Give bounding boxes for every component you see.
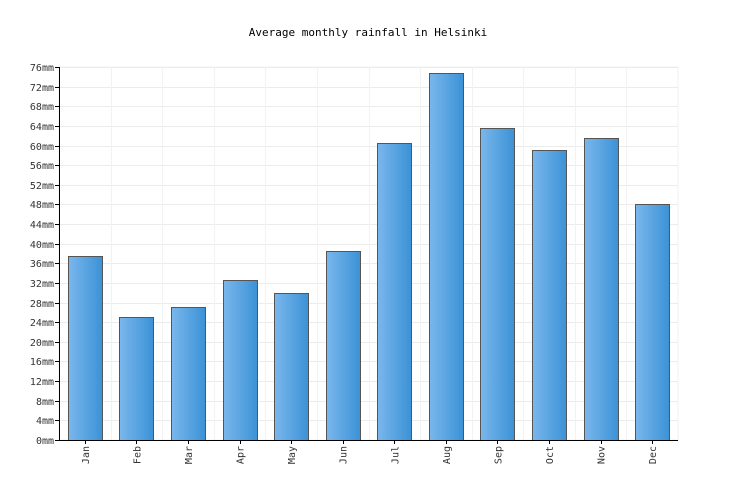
y-tick-label: 0mm [36,436,54,447]
bar-feb [119,317,154,441]
bar-mar [171,307,206,441]
y-tick-label: 56mm [30,161,54,172]
x-tick-label-jan: Jan [81,446,92,464]
y-tick-label: 8mm [36,397,54,408]
y-tick-label: 64mm [30,122,54,133]
x-tick-label-sep: Sep [493,446,504,464]
bar-apr [223,280,258,441]
y-tick-label: 68mm [30,102,54,113]
x-tick-label-oct: Oct [545,446,556,464]
bar-dec [635,204,670,441]
y-tick-label: 40mm [30,240,54,251]
x-tick-label-jun: Jun [339,446,350,464]
grid-layer [58,66,679,441]
y-tick-label: 48mm [30,200,54,211]
bar-sep [480,128,515,441]
y-tick-label: 52mm [30,181,54,192]
x-tick-label-mar: Mar [184,446,195,464]
x-axis-labels: Jan Feb Mar Apr May Jun Jul Aug Sep Oct Nov Dec [81,446,659,464]
x-tick-label-aug: Aug [442,446,453,464]
y-tick-label: 16mm [30,357,54,368]
y-tick-label: 60mm [30,142,54,153]
x-tick-label-dec: Dec [648,446,659,464]
y-tick-label: 44mm [30,220,54,231]
chart-title: Average monthly rainfall in Helsinki [248,26,488,39]
bar-may [274,293,309,441]
x-tick-label-apr: Apr [236,446,247,464]
bar-jun [326,251,361,441]
y-tick-label: 76mm [30,63,54,74]
x-tick-label-may: May [287,446,298,464]
bar-jul [377,143,412,441]
y-tick-label: 36mm [30,259,54,270]
y-axis-labels: 0mm 4mm 8mm 12mm 16mm 20mm 24mm 28mm 32mm 36mm 40m… [30,63,54,447]
bar-nov [584,138,619,441]
bar-oct [532,150,567,441]
bars-layer [68,73,670,441]
x-tick-label-nov: Nov [597,446,608,464]
x-tick-label-feb: Feb [132,446,143,464]
y-tick-label: 12mm [30,377,54,388]
axes-layer [55,67,678,444]
y-tick-label: 20mm [30,338,54,349]
bar-jan [68,256,103,441]
bar-aug [429,73,464,441]
x-tick-label-jul: Jul [390,446,401,464]
y-tick-label: 24mm [30,318,54,329]
y-tick-label: 4mm [36,416,54,427]
y-tick-label: 72mm [30,83,54,94]
y-tick-label: 28mm [30,299,54,310]
y-tick-label: 32mm [30,279,54,290]
